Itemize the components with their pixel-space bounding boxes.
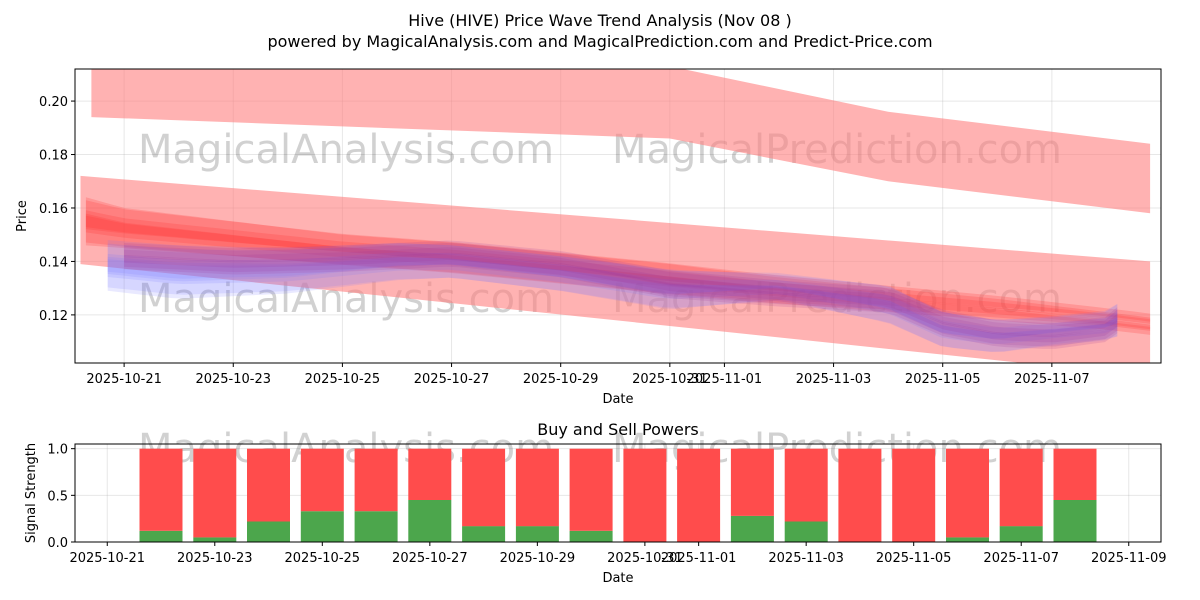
signal-x-tick-label: 2025-11-01 [661, 551, 737, 566]
purple-wave-layer [124, 253, 1118, 349]
price-x-tick-label: 2025-11-03 [796, 372, 872, 387]
signal-x-tick-label: 2025-10-27 [392, 551, 468, 566]
sell-bar [730, 448, 774, 516]
red-wave-layer [85, 215, 1151, 330]
buy-bar [1053, 500, 1097, 542]
signal-y-tick-label: 1.0 [47, 443, 68, 458]
signal-y-axis-label: Signal Strength [24, 443, 39, 543]
buy-bar [946, 537, 989, 542]
sell-bar [354, 448, 398, 512]
sell-bar [623, 448, 667, 542]
sell-bar [408, 448, 452, 500]
signal-chart-title: Buy and Sell Powers [537, 420, 699, 439]
channel-band-1 [91, 69, 1151, 214]
sell-bar [784, 448, 828, 522]
price-y-axis-label: Price [15, 200, 30, 232]
blue-wave-layer [107, 252, 1118, 339]
buy-bar [408, 500, 452, 542]
price-y-tick-label: 0.14 [39, 255, 68, 270]
sell-bar [892, 448, 936, 542]
signal-x-tick-label: 2025-10-29 [500, 551, 576, 566]
signal-y-tick-label: 0.0 [47, 536, 68, 551]
sell-bar [999, 448, 1043, 527]
price-x-tick-label: 2025-10-31 [632, 372, 708, 387]
blue-wave-layer [107, 257, 1118, 344]
price-chart: MagicalAnalysis.com MagicalPrediction.co… [15, 68, 1162, 407]
buy-bar [784, 521, 828, 542]
signal-x-tick-label: 2025-10-25 [285, 551, 361, 566]
purple-wave-layer [124, 243, 1118, 347]
price-x-tick-label: 2025-11-07 [1014, 372, 1090, 387]
signal-x-tick-label: 2025-11-09 [1091, 551, 1167, 566]
red-wave-layer [85, 213, 1151, 335]
chart-title-line1: Hive (HIVE) Price Wave Trend Analysis (N… [408, 11, 792, 30]
buy-bar [354, 511, 398, 542]
signal-x-tick-label: 2025-10-31 [607, 551, 683, 566]
signal-x-tick-label: 2025-11-05 [876, 551, 952, 566]
sell-bar [247, 448, 290, 522]
blue-wave-layer [107, 240, 1118, 352]
signal-x-tick-label: 2025-10-23 [177, 551, 253, 566]
blue-wave-series [107, 240, 1118, 352]
watermark-analysis-top-1: MagicalAnalysis.com [138, 127, 554, 173]
sell-bar [838, 448, 882, 542]
red-wave-layer [85, 200, 1151, 322]
purple-wave-layer [124, 240, 1118, 336]
channel-band-2 [80, 175, 1151, 363]
buy-bar [515, 526, 559, 542]
signal-x-tick-label: 2025-11-03 [768, 551, 844, 566]
signal-plot-frame [74, 443, 1162, 543]
signal-x-tick-label: 2025-10-21 [69, 551, 145, 566]
sell-bar [462, 448, 506, 527]
signal-x-axis-label: Date [602, 571, 633, 586]
price-y-tick-label: 0.20 [39, 95, 68, 110]
buy-bar [247, 521, 290, 542]
buy-bar [569, 530, 613, 542]
price-x-tick-label: 2025-10-25 [305, 372, 381, 387]
buy-bar [999, 526, 1043, 542]
signal-x-tick-label: 2025-11-07 [983, 551, 1059, 566]
buy-bar [462, 526, 506, 542]
price-x-tick-label: 2025-10-21 [86, 372, 162, 387]
price-x-tick-label: 2025-10-29 [523, 372, 599, 387]
sell-bar [300, 448, 344, 512]
buy-bar [300, 511, 344, 542]
purple-wave-layer [124, 252, 1118, 343]
blue-wave-layer [107, 256, 1118, 352]
sell-bar [515, 448, 559, 527]
sell-bar [677, 448, 721, 542]
red-wave-series [85, 197, 1151, 335]
red-wave-layer [85, 210, 1151, 324]
signal-chart: Buy and Sell Powers MagicalAnalysis.com … [24, 420, 1167, 586]
price-x-axis-label: Date [602, 392, 633, 407]
red-wave-layer [85, 197, 1151, 331]
price-y-tick-label: 0.18 [39, 149, 68, 164]
price-y-tick-label: 0.12 [39, 309, 68, 324]
signal-y-tick-label: 0.5 [47, 489, 68, 504]
price-x-tick-label: 2025-10-27 [414, 372, 490, 387]
sell-bar [1053, 448, 1097, 500]
price-plot-frame [74, 68, 1162, 364]
purple-wave-series [124, 240, 1118, 349]
chart-title-line2: powered by MagicalAnalysis.com and Magic… [267, 32, 932, 51]
purple-wave-layer [124, 247, 1118, 337]
price-y-tick-label: 0.16 [39, 202, 68, 217]
price-x-tick-label: 2025-10-23 [195, 372, 271, 387]
blue-wave-layer [107, 243, 1118, 339]
buy-bar [730, 515, 774, 542]
buy-bar [193, 537, 237, 542]
sell-bar [946, 448, 989, 538]
sell-bar [569, 448, 613, 531]
price-x-tick-label: 2025-11-05 [905, 372, 981, 387]
price-x-tick-label: 2025-11-01 [687, 372, 763, 387]
buy-bar [139, 530, 183, 542]
sell-bar [193, 448, 237, 538]
sell-bar [139, 448, 183, 531]
